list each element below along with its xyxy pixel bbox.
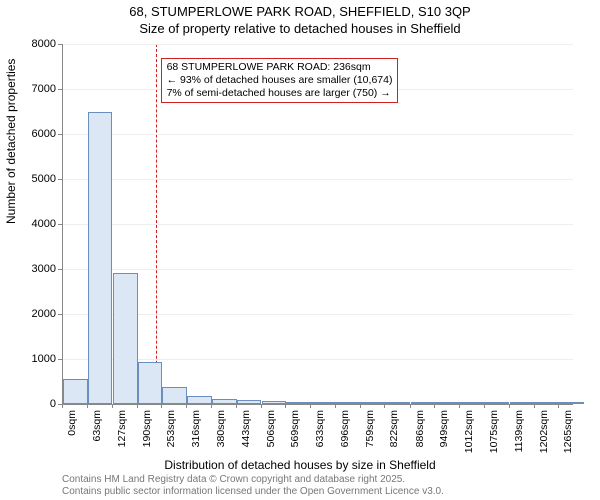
- x-tick-label: 316sqm: [190, 410, 202, 458]
- x-tick-label: 569sqm: [289, 410, 301, 458]
- histogram-bar: [435, 402, 460, 404]
- histogram-bar: [485, 402, 510, 404]
- y-tick-label: 5000: [16, 173, 56, 185]
- chart-title: 68, STUMPERLOWE PARK ROAD, SHEFFIELD, S1…: [0, 4, 600, 38]
- x-tick-mark: [112, 404, 113, 408]
- y-tick-label: 4000: [16, 218, 56, 230]
- histogram-bar: [460, 402, 485, 404]
- histogram-bar: [162, 387, 187, 404]
- histogram-bar: [237, 400, 262, 404]
- x-tick-label: 1265sqm: [562, 410, 574, 458]
- x-tick-mark: [484, 404, 485, 408]
- histogram-bar: [286, 402, 311, 404]
- x-tick-label: 633sqm: [314, 410, 326, 458]
- histogram-bar: [187, 396, 212, 404]
- footer-line-1: Contains HM Land Registry data © Crown c…: [62, 474, 444, 486]
- histogram-bar: [212, 399, 237, 404]
- histogram-bar: [535, 402, 560, 404]
- histogram-bar: [311, 402, 336, 404]
- x-tick-label: 253sqm: [165, 410, 177, 458]
- x-tick-label: 127sqm: [116, 410, 128, 458]
- x-tick-mark: [211, 404, 212, 408]
- histogram-bar: [385, 402, 410, 404]
- callout-line-2: ← 93% of detached houses are smaller (10…: [167, 74, 393, 87]
- y-gridline: [63, 44, 573, 45]
- y-tick-mark: [58, 314, 62, 315]
- x-tick-label: 1139sqm: [513, 410, 525, 458]
- x-tick-mark: [335, 404, 336, 408]
- footer-line-2: Contains public sector information licen…: [62, 486, 444, 498]
- y-tick-mark: [58, 89, 62, 90]
- callout-box: 68 STUMPERLOWE PARK ROAD: 236sqm ← 93% o…: [161, 58, 399, 103]
- y-gridline: [63, 269, 573, 270]
- x-tick-mark: [87, 404, 88, 408]
- x-tick-mark: [285, 404, 286, 408]
- y-tick-mark: [58, 359, 62, 360]
- y-gridline: [63, 134, 573, 135]
- histogram-bar: [361, 402, 386, 404]
- y-gridline: [63, 224, 573, 225]
- x-tick-label: 0sqm: [66, 410, 78, 458]
- x-tick-label: 949sqm: [438, 410, 450, 458]
- histogram-bar: [510, 402, 535, 404]
- x-tick-mark: [434, 404, 435, 408]
- x-tick-label: 63sqm: [91, 410, 103, 458]
- y-tick-mark: [58, 224, 62, 225]
- y-tick-label: 3000: [16, 263, 56, 275]
- x-tick-label: 886sqm: [414, 410, 426, 458]
- x-tick-mark: [186, 404, 187, 408]
- histogram-chart: 68, STUMPERLOWE PARK ROAD, SHEFFIELD, S1…: [0, 0, 600, 500]
- x-tick-label: 759sqm: [364, 410, 376, 458]
- y-tick-label: 6000: [16, 128, 56, 140]
- y-gridline: [63, 314, 573, 315]
- callout-line-1: 68 STUMPERLOWE PARK ROAD: 236sqm: [167, 61, 393, 74]
- histogram-bar: [336, 402, 361, 404]
- x-tick-label: 1075sqm: [488, 410, 500, 458]
- x-tick-mark: [62, 404, 63, 408]
- y-tick-label: 8000: [16, 38, 56, 50]
- histogram-bar: [262, 401, 287, 404]
- histogram-bar: [411, 402, 436, 404]
- x-tick-mark: [161, 404, 162, 408]
- x-tick-mark: [534, 404, 535, 408]
- x-axis-label: Distribution of detached houses by size …: [0, 458, 600, 472]
- callout-line-3: 7% of semi-detached houses are larger (7…: [167, 87, 393, 100]
- x-tick-mark: [310, 404, 311, 408]
- x-tick-label: 506sqm: [265, 410, 277, 458]
- y-tick-label: 1000: [16, 353, 56, 365]
- histogram-bar: [63, 379, 88, 404]
- histogram-bar: [113, 273, 138, 404]
- y-tick-label: 0: [16, 398, 56, 410]
- y-tick-mark: [58, 44, 62, 45]
- x-tick-mark: [558, 404, 559, 408]
- y-tick-label: 2000: [16, 308, 56, 320]
- y-gridline: [63, 179, 573, 180]
- x-tick-mark: [410, 404, 411, 408]
- x-tick-label: 822sqm: [388, 410, 400, 458]
- x-tick-label: 696sqm: [339, 410, 351, 458]
- x-tick-mark: [261, 404, 262, 408]
- footer-attribution: Contains HM Land Registry data © Crown c…: [62, 474, 444, 498]
- title-line-2: Size of property relative to detached ho…: [0, 21, 600, 38]
- histogram-bar: [138, 362, 163, 404]
- x-tick-label: 190sqm: [141, 410, 153, 458]
- x-tick-label: 380sqm: [215, 410, 227, 458]
- x-tick-mark: [236, 404, 237, 408]
- x-tick-mark: [384, 404, 385, 408]
- x-tick-label: 443sqm: [240, 410, 252, 458]
- y-gridline: [63, 359, 573, 360]
- histogram-bar: [88, 112, 113, 405]
- y-tick-label: 7000: [16, 83, 56, 95]
- y-tick-mark: [58, 269, 62, 270]
- x-tick-mark: [459, 404, 460, 408]
- x-tick-mark: [360, 404, 361, 408]
- histogram-bar: [559, 402, 584, 404]
- x-tick-mark: [137, 404, 138, 408]
- x-tick-label: 1202sqm: [538, 410, 550, 458]
- y-tick-mark: [58, 179, 62, 180]
- y-tick-mark: [58, 134, 62, 135]
- x-tick-label: 1012sqm: [463, 410, 475, 458]
- title-line-1: 68, STUMPERLOWE PARK ROAD, SHEFFIELD, S1…: [0, 4, 600, 21]
- x-tick-mark: [509, 404, 510, 408]
